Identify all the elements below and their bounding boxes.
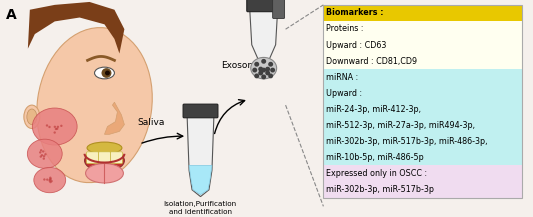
Circle shape (252, 68, 257, 72)
Circle shape (52, 176, 54, 178)
Text: miR-512-3p, miR-27a-3p, miR494-3p,: miR-512-3p, miR-27a-3p, miR494-3p, (326, 121, 475, 130)
Ellipse shape (101, 68, 111, 78)
FancyBboxPatch shape (86, 152, 99, 164)
Circle shape (258, 71, 263, 76)
Text: Saliva: Saliva (138, 118, 165, 127)
FancyBboxPatch shape (247, 0, 280, 12)
Text: miR-302b-3p, miR-517b-3p: miR-302b-3p, miR-517b-3p (326, 185, 434, 194)
FancyBboxPatch shape (273, 0, 285, 18)
Circle shape (44, 150, 46, 152)
Circle shape (44, 152, 46, 155)
Circle shape (54, 125, 56, 127)
Circle shape (268, 74, 273, 78)
FancyBboxPatch shape (99, 152, 110, 164)
Bar (324, 165, 522, 197)
Bar (324, 5, 522, 197)
Text: Exosomes: Exosomes (221, 61, 266, 70)
Polygon shape (28, 2, 124, 54)
Circle shape (268, 62, 273, 67)
Text: miR-24-3p, miR-412-3p,: miR-24-3p, miR-412-3p, (326, 105, 422, 114)
Circle shape (53, 125, 55, 127)
Ellipse shape (87, 142, 122, 154)
Ellipse shape (27, 109, 37, 125)
Text: miR-10b-5p, miR-486-5p: miR-10b-5p, miR-486-5p (326, 153, 424, 162)
Text: Downward : CD81,CD9: Downward : CD81,CD9 (326, 57, 417, 66)
Circle shape (54, 126, 57, 129)
Circle shape (48, 180, 51, 182)
Text: A: A (6, 8, 17, 22)
Circle shape (53, 125, 55, 127)
Circle shape (261, 74, 266, 79)
Circle shape (47, 124, 50, 126)
Circle shape (44, 153, 46, 156)
Circle shape (48, 179, 50, 181)
Circle shape (44, 177, 46, 179)
Circle shape (42, 154, 44, 156)
FancyBboxPatch shape (110, 152, 123, 164)
Circle shape (254, 74, 259, 78)
Text: Biomarkers :: Biomarkers : (326, 8, 384, 17)
Circle shape (265, 71, 270, 76)
Circle shape (261, 68, 266, 72)
Ellipse shape (24, 105, 40, 128)
Circle shape (53, 177, 55, 180)
Circle shape (258, 67, 263, 72)
Circle shape (47, 149, 50, 151)
Text: Upward : CD63: Upward : CD63 (326, 41, 387, 49)
Polygon shape (187, 115, 214, 197)
Ellipse shape (251, 58, 277, 79)
Ellipse shape (85, 150, 124, 171)
Text: Expressed only in OSCC :: Expressed only in OSCC : (326, 169, 427, 178)
Text: miR-302b-3p, miR-517b-3p, miR-486-3p,: miR-302b-3p, miR-517b-3p, miR-486-3p, (326, 137, 488, 146)
Circle shape (270, 68, 275, 72)
Circle shape (43, 150, 45, 153)
Ellipse shape (27, 139, 62, 168)
Ellipse shape (86, 164, 123, 183)
FancyBboxPatch shape (183, 104, 218, 118)
Ellipse shape (94, 67, 115, 79)
Text: miRNA :: miRNA : (326, 73, 359, 82)
Bar (324, 21, 522, 69)
Circle shape (52, 181, 54, 183)
Circle shape (56, 124, 58, 126)
Bar (324, 69, 522, 165)
Ellipse shape (34, 167, 66, 193)
Circle shape (44, 154, 46, 156)
Polygon shape (250, 10, 278, 64)
Circle shape (48, 176, 51, 179)
Text: Proteins :: Proteins : (326, 25, 364, 33)
Ellipse shape (105, 71, 110, 76)
Circle shape (55, 126, 58, 129)
Polygon shape (189, 165, 212, 195)
Ellipse shape (33, 108, 77, 145)
Circle shape (254, 62, 259, 67)
Circle shape (50, 178, 52, 180)
Circle shape (265, 67, 270, 72)
Text: Isolation,Purification
and Identification: Isolation,Purification and Identificatio… (164, 201, 237, 215)
Text: Upward :: Upward : (326, 89, 362, 98)
Ellipse shape (37, 28, 152, 183)
Circle shape (261, 59, 266, 64)
Circle shape (55, 120, 58, 123)
Polygon shape (104, 102, 124, 134)
Circle shape (43, 151, 45, 154)
Bar (324, 5, 522, 21)
